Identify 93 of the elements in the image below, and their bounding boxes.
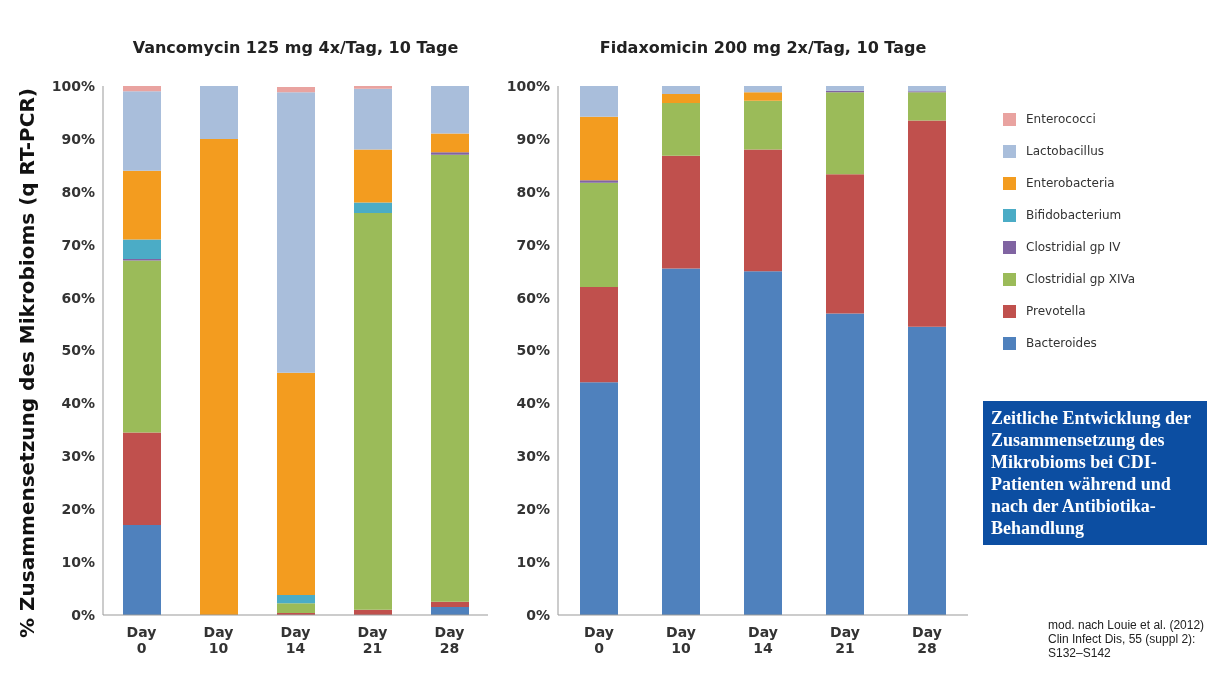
text-box: Zeitliche Entwicklung der Zusammensetzung des Mikrobioms bei CDI-Patienten während und nach der Antibiotika-Behandlung <box>983 401 1207 545</box>
bar <box>431 133 469 153</box>
x-tick-label: Day 28 <box>434 624 465 656</box>
bar <box>123 239 161 259</box>
bar <box>123 432 161 526</box>
bar <box>354 149 392 203</box>
chart-title: Fidaxomicin 200 mg 2x/Tag, 10 Tage <box>598 38 928 57</box>
bar <box>662 102 700 156</box>
y-tick-label: 80% <box>516 183 550 200</box>
y-tick-label: 10% <box>61 554 95 571</box>
bar <box>277 372 315 595</box>
y-tick-label: 10% <box>516 554 550 571</box>
y-tick-label: 30% <box>516 448 550 465</box>
bar <box>662 93 700 103</box>
bar <box>908 120 946 327</box>
bar <box>277 603 315 613</box>
bar <box>826 92 864 175</box>
y-tick-label: 20% <box>61 501 95 518</box>
y-tick-label: 60% <box>61 289 95 306</box>
y-tick-label: 20% <box>516 501 550 518</box>
bar <box>580 116 618 181</box>
bar <box>277 92 315 373</box>
bar <box>431 152 469 155</box>
y-axis-title: % Zusammensetzung des Mikrobioms (q RT-PCR) <box>15 88 39 638</box>
bar <box>908 86 946 92</box>
x-tick-label: Day 10 <box>203 624 234 656</box>
bar <box>744 271 782 615</box>
y-tick-label: 50% <box>516 342 550 359</box>
x-tick-label: Day 28 <box>912 624 942 656</box>
y-tick-label: 80% <box>61 183 95 200</box>
bar <box>908 92 946 121</box>
legend-label: Enterobacteria <box>1026 176 1115 190</box>
y-tick-label: 60% <box>516 289 550 306</box>
x-tick-label: Day 14 <box>748 624 778 656</box>
bar <box>826 313 864 615</box>
y-tick-label: 90% <box>61 130 95 147</box>
legend-label: Clostridial gp IV <box>1026 240 1121 254</box>
bar <box>580 287 618 383</box>
x-tick-label: Day 21 <box>830 624 860 656</box>
legend-label: Clostridial gp XIVa <box>1026 272 1136 286</box>
y-tick-label: 70% <box>61 236 95 253</box>
x-tick-label: Day 21 <box>357 624 388 656</box>
bar <box>354 86 392 89</box>
bar <box>354 202 392 213</box>
bar <box>123 86 161 92</box>
x-tick-label: Day 10 <box>666 624 696 656</box>
x-tick-label: Day 0 <box>126 624 157 656</box>
bar <box>123 170 161 240</box>
bar <box>431 86 469 134</box>
bar <box>123 260 161 433</box>
bar <box>744 86 782 93</box>
bar <box>354 212 392 610</box>
bar <box>123 91 161 171</box>
legend-label: Bacteroides <box>1026 336 1097 350</box>
bar <box>662 155 700 269</box>
y-tick-label: 40% <box>61 395 95 412</box>
bar <box>826 86 864 91</box>
y-tick-label: 40% <box>516 395 550 412</box>
bar <box>744 149 782 272</box>
bar <box>826 174 864 314</box>
y-tick-label: 90% <box>516 130 550 147</box>
bar <box>580 382 618 615</box>
bar <box>431 601 469 608</box>
bar <box>662 268 700 615</box>
bar <box>277 594 315 604</box>
y-tick-label: 50% <box>61 342 95 359</box>
chart-title: Vancomycin 125 mg 4x/Tag, 10 Tage <box>131 38 460 57</box>
bar <box>431 154 469 602</box>
y-tick-label: 100% <box>51 77 95 94</box>
bar <box>908 326 946 615</box>
text: mod. nach Louie et al. (2012) Clin Infect Dis, 55 (suppl 2): S132–S142 <box>1048 618 1206 660</box>
bar <box>744 92 782 101</box>
x-tick-label: Day 14 <box>280 624 311 656</box>
bar <box>123 525 161 615</box>
y-tick-label: 100% <box>506 77 550 94</box>
x-tick-label: Day 0 <box>584 624 614 656</box>
bar <box>200 138 238 615</box>
bar <box>580 182 618 288</box>
y-tick-label: 0% <box>71 606 95 623</box>
legend-label: Bifidobacterium <box>1026 208 1122 222</box>
bar <box>580 180 618 183</box>
bar <box>200 86 238 139</box>
y-tick-label: 0% <box>526 606 550 623</box>
legend-label: Prevotella <box>1026 304 1086 318</box>
legend-label: Enterococci <box>1026 112 1096 126</box>
y-tick-label: 70% <box>516 236 550 253</box>
bar <box>580 86 618 117</box>
y-tick-label: 30% <box>61 448 95 465</box>
bar <box>662 86 700 94</box>
bar <box>744 100 782 150</box>
bar <box>354 88 392 150</box>
legend-label: Lactobacillus <box>1026 144 1105 158</box>
bar <box>277 87 315 93</box>
